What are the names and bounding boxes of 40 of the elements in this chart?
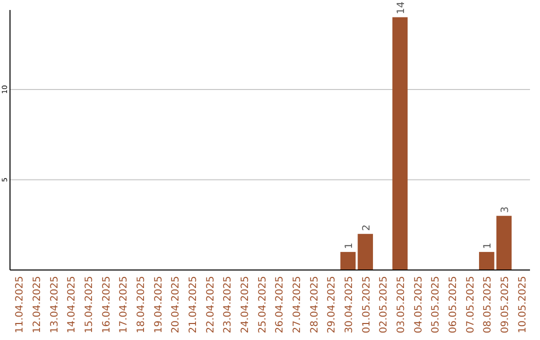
x-tick-label: 13.04.2025 (49, 276, 60, 334)
bar (340, 252, 356, 270)
x-tick-label: 20.04.2025 (170, 276, 182, 334)
x-tick-label: 06.05.2025 (448, 276, 459, 334)
x-tick-label: 22.04.2025 (205, 276, 216, 334)
data-label: 14 (396, 1, 407, 14)
x-tick-label: 10.05.2025 (517, 276, 528, 334)
x-tick-label: 09.05.2025 (500, 276, 511, 334)
bar (479, 252, 494, 270)
x-tick-label: 28.04.2025 (309, 276, 320, 334)
bar (496, 216, 512, 270)
x-tick-label: 24.04.2025 (240, 276, 251, 334)
data-label: 1 (344, 242, 355, 249)
bar (392, 17, 408, 270)
data-label: 2 (361, 224, 372, 231)
x-tick-label: 15.04.2025 (84, 276, 95, 334)
x-tick-label: 14.04.2025 (66, 276, 78, 334)
x-tick-label: 08.05.2025 (482, 276, 494, 334)
x-tick-label: 29.04.2025 (326, 276, 338, 334)
x-tick-label: 18.04.2025 (136, 276, 147, 334)
x-tick-label: 04.05.2025 (413, 276, 424, 334)
x-tick-label: 23.04.2025 (222, 276, 234, 334)
bar (358, 234, 373, 270)
x-tick-label: 03.05.2025 (396, 276, 407, 334)
x-tick-label: 27.04.2025 (292, 276, 303, 334)
x-tick-label: 17.04.2025 (118, 276, 130, 334)
x-tick-label: 01.05.2025 (361, 276, 372, 334)
x-tick-label: 21.04.2025 (188, 276, 199, 334)
x-tick-label: 07.05.2025 (465, 276, 476, 334)
x-tick-label: 11.04.2025 (14, 276, 26, 334)
x-tick-label: 05.05.2025 (430, 276, 442, 334)
x-tick-label: 19.04.2025 (153, 276, 164, 334)
x-tick-label: 12.04.2025 (32, 276, 43, 334)
data-label: 3 (500, 206, 511, 213)
x-tick-label: 26.04.2025 (274, 276, 286, 334)
x-tick-label: 30.04.2025 (344, 276, 355, 334)
x-tick-label: 25.04.2025 (257, 276, 268, 334)
x-tick-label: 02.05.2025 (378, 276, 390, 334)
data-label: 1 (482, 242, 494, 249)
x-tick-label: 16.04.2025 (101, 276, 112, 334)
